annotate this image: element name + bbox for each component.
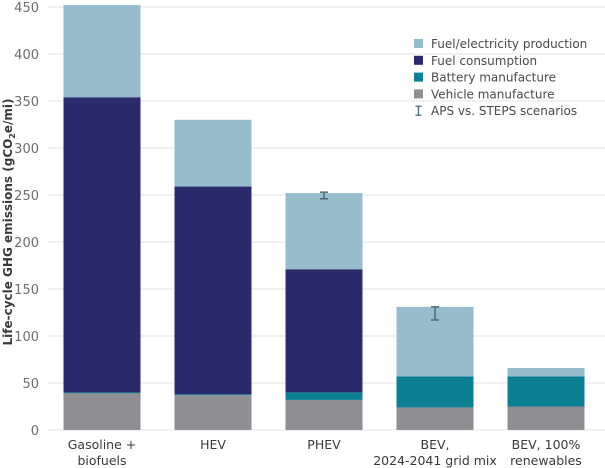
y-tick-label: 100 bbox=[14, 330, 39, 345]
legend-label: Battery manufacture bbox=[431, 71, 556, 85]
x-tick-label: BEV, bbox=[421, 437, 450, 452]
error-bars bbox=[320, 191, 439, 321]
error-bar bbox=[431, 306, 439, 321]
x-tick-label: 2024-2041 grid mix bbox=[373, 453, 497, 468]
bar-segment-battery-manufacture bbox=[507, 376, 585, 407]
x-tick-label: biofuels bbox=[77, 453, 126, 468]
x-tick-label: HEV bbox=[200, 437, 226, 452]
bar-segment-battery-manufacture bbox=[285, 392, 363, 400]
bar-segment-vehicle-manufacture bbox=[285, 399, 363, 430]
legend-item: APS vs. STEPS scenarios bbox=[415, 104, 577, 118]
legend-label: Fuel consumption bbox=[431, 54, 537, 68]
bar-segment-fuel-electricity-production bbox=[285, 193, 363, 270]
bar-segment-fuel-consumption bbox=[174, 186, 252, 395]
legend-label: Vehicle manufacture bbox=[431, 87, 555, 101]
bar-segment-battery-manufacture bbox=[396, 376, 474, 408]
y-axis-ticks: 0 50 100 150 200 250 300 350 400 450 bbox=[14, 1, 39, 439]
y-axis-label-main: Life-cycle GHG emissions (gCO bbox=[1, 139, 15, 346]
legend-swatch bbox=[414, 39, 423, 48]
y-axis-label-suffix: e/mi) bbox=[1, 98, 15, 133]
bar-segment-battery-manufacture bbox=[63, 392, 141, 394]
bar-segment-battery-manufacture bbox=[174, 394, 252, 396]
legend-item: Battery manufacture bbox=[414, 71, 556, 85]
x-tick-label: renewables bbox=[510, 453, 582, 468]
y-tick-label: 0 bbox=[31, 424, 39, 439]
errorbar-icon bbox=[415, 105, 422, 116]
y-tick-label: 200 bbox=[14, 236, 39, 251]
y-tick-label: 450 bbox=[14, 1, 39, 16]
x-tick-label: PHEV bbox=[307, 437, 341, 452]
x-tick-label: Gasoline + bbox=[68, 437, 137, 452]
bar-segment-vehicle-manufacture bbox=[507, 406, 585, 430]
legend-item: Vehicle manufacture bbox=[414, 87, 555, 101]
y-axis-label-subscript: 2 bbox=[8, 133, 17, 139]
legend-label: Fuel/electricity production bbox=[431, 37, 587, 51]
y-tick-label: 250 bbox=[14, 189, 39, 204]
legend: Fuel/electricity production Fuel consumpt… bbox=[414, 37, 587, 118]
bar-segment-vehicle-manufacture bbox=[174, 395, 252, 430]
y-tick-label: 50 bbox=[22, 377, 39, 392]
legend-swatch bbox=[414, 72, 423, 82]
legend-item: Fuel consumption bbox=[414, 54, 537, 68]
bar-segment-vehicle-manufacture bbox=[63, 393, 141, 430]
bar-segment-fuel-consumption bbox=[63, 97, 141, 393]
y-tick-label: 150 bbox=[14, 283, 39, 298]
error-bar bbox=[320, 191, 328, 200]
bar-segment-fuel-consumption bbox=[285, 269, 363, 393]
x-tick-label: BEV, 100% bbox=[512, 437, 581, 452]
legend-swatch bbox=[414, 89, 423, 99]
y-tick-label: 400 bbox=[14, 48, 39, 63]
y-tick-label: 350 bbox=[14, 95, 39, 110]
x-axis-labels: Gasoline +biofuels HEV PHEV BEV,2024-2041 g… bbox=[68, 437, 582, 468]
legend-label: APS vs. STEPS scenarios bbox=[431, 104, 577, 118]
bar-segment-vehicle-manufacture bbox=[396, 407, 474, 430]
y-axis-label: Life-cycle GHG emissions (gCO2e/mi) bbox=[1, 98, 17, 345]
bars bbox=[63, 5, 585, 430]
legend-swatch bbox=[414, 55, 423, 65]
y-tick-label: 300 bbox=[14, 142, 39, 157]
legend-item: Fuel/electricity production bbox=[414, 37, 587, 51]
bar-segment-fuel-electricity-production bbox=[174, 119, 252, 187]
bar-segment-fuel-electricity-production bbox=[507, 367, 585, 377]
bar-segment-fuel-electricity-production bbox=[63, 5, 141, 98]
